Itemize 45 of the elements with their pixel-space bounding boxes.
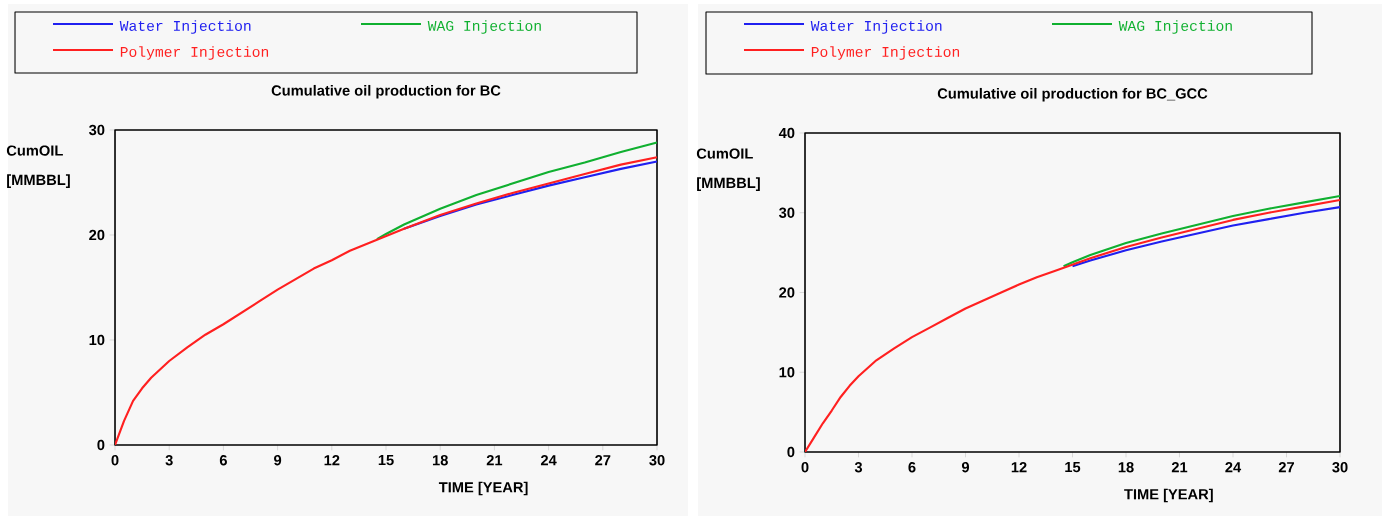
x-tick-label: 9 [274,455,282,466]
y-tick-label: 20 [89,229,105,241]
x-tick-label: 3 [165,455,173,466]
legend-label: Water Injection [810,20,942,34]
y-tick-label: 30 [778,207,795,218]
legend-label: WAG Injection [1118,20,1232,34]
y-tick-label: 10 [779,367,795,378]
x-tick-label: 21 [486,455,503,466]
x-tick-label: 18 [1118,462,1134,473]
line-series [1062,194,1340,268]
x-tick-label: 30 [1332,462,1348,473]
legend-label: Polymer Injection [120,46,269,60]
x-tick-label: 0 [111,455,119,466]
x-tick-label: 24 [540,455,557,466]
y-tick-label: 10 [89,334,105,346]
x-tick-label: 24 [1225,462,1242,473]
x-tick-label: 30 [649,455,665,466]
x-tick-label: 6 [908,462,916,473]
y-tick-label: 20 [779,287,795,298]
x-tick-label: 15 [1065,462,1081,473]
x-tick-label: 27 [595,455,611,466]
x-tick-label: 12 [324,455,340,466]
line-series [1071,206,1340,268]
x-tick-label: 18 [432,455,448,466]
x-tick-label: 3 [854,462,863,473]
legend-label: Polymer Injection [811,46,960,60]
x-tick-label: 15 [378,455,394,466]
y-tick-label: 40 [778,127,795,139]
legend-label: Water Injection [119,20,251,34]
text: CumOIL [MMBBL] [696,148,760,191]
chart-title: Cumulative oil production for BC [271,84,501,99]
chart-title: Cumulative oil production for BC_GCC [937,87,1208,102]
y-tick-label: 0 [97,439,105,451]
x-axis-title: TIME [YEAR] [1124,488,1213,503]
x-tick-label: 12 [1011,462,1027,473]
x-tick-label: 21 [1171,462,1188,473]
text: CumOIL [MMBBL] [6,145,70,188]
x-tick-label: 0 [801,462,809,473]
y-tick-label: 0 [787,446,795,458]
x-axis-title: TIME [YEAR] [438,481,528,496]
x-tick-label: 9 [961,462,970,473]
x-tick-label: 27 [1278,462,1294,473]
legend-label: WAG Injection [427,20,541,34]
x-tick-label: 6 [219,455,227,466]
y-tick-label: 30 [88,124,105,136]
